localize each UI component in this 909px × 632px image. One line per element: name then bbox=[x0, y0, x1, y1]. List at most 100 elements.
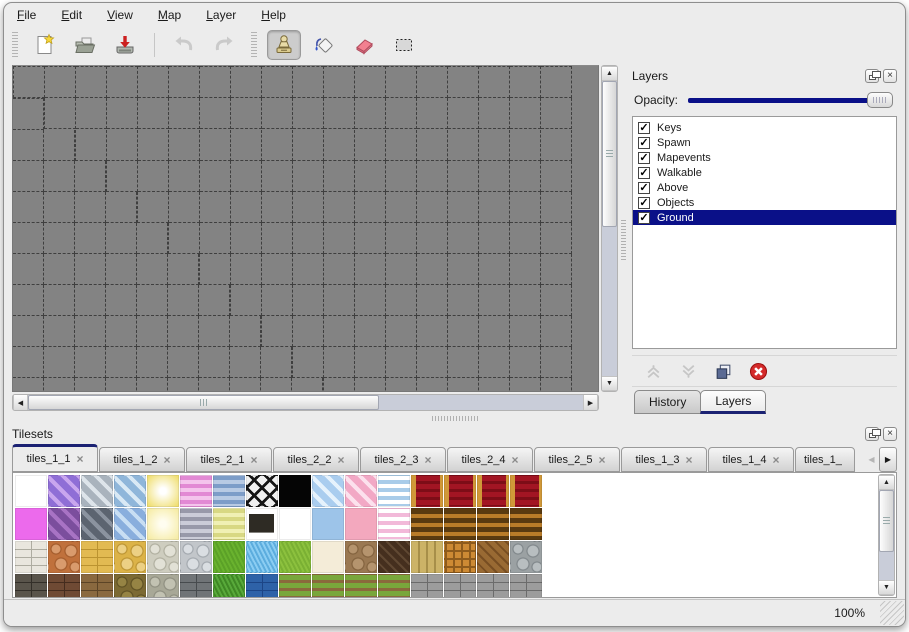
tile-pink-glass[interactable] bbox=[345, 475, 377, 507]
scroll-track[interactable] bbox=[379, 395, 583, 410]
scroll-down-button[interactable]: ▼ bbox=[879, 580, 894, 595]
tile-magenta[interactable] bbox=[15, 508, 47, 540]
tile-black[interactable] bbox=[279, 475, 311, 507]
redo-button[interactable] bbox=[207, 30, 241, 60]
close-tab-icon[interactable]: × bbox=[685, 452, 693, 467]
tile-purple-glass[interactable] bbox=[48, 475, 80, 507]
tileset-tab-tiles_1_3[interactable]: tiles_1_3 × bbox=[621, 447, 707, 472]
tile-blank-white[interactable] bbox=[279, 508, 311, 540]
tile-blue-ribbon[interactable] bbox=[378, 475, 410, 507]
layer-visibility-checkbox[interactable]: ✓ bbox=[638, 211, 650, 224]
tile-gray-brick-wall[interactable] bbox=[411, 574, 443, 597]
tile-blue-water[interactable] bbox=[246, 541, 278, 573]
tab-layers[interactable]: Layers bbox=[700, 390, 767, 414]
scroll-up-button[interactable]: ▲ bbox=[602, 66, 617, 81]
close-tab-icon[interactable]: × bbox=[76, 452, 84, 466]
tile-light-blue-glass[interactable] bbox=[312, 475, 344, 507]
scroll-thumb[interactable] bbox=[602, 81, 617, 228]
close-tab-icon[interactable]: × bbox=[163, 452, 171, 467]
resize-grip[interactable] bbox=[880, 601, 904, 625]
tile-brown-carpet[interactable] bbox=[477, 508, 509, 540]
stamp-tool-button[interactable] bbox=[267, 30, 301, 60]
layer-visibility-checkbox[interactable]: ✓ bbox=[638, 166, 650, 179]
scroll-track[interactable] bbox=[602, 227, 617, 376]
tile-orange-cobblestone[interactable] bbox=[48, 541, 80, 573]
menu-file[interactable]: File bbox=[17, 8, 37, 22]
scroll-down-button[interactable]: ▼ bbox=[602, 376, 617, 391]
slider-track[interactable] bbox=[688, 97, 893, 103]
tab-history[interactable]: History bbox=[634, 390, 702, 414]
scroll-up-button[interactable]: ▲ bbox=[879, 475, 894, 490]
tile-pink-stripes[interactable] bbox=[180, 475, 212, 507]
tileset-tab-tiles_2_5[interactable]: tiles_2_5 × bbox=[534, 447, 620, 472]
layer-row-objects[interactable]: ✓ Objects bbox=[633, 195, 896, 210]
eraser-tool-button[interactable] bbox=[347, 30, 381, 60]
open-map-button[interactable] bbox=[68, 30, 102, 60]
horizontal-splitter[interactable] bbox=[4, 414, 905, 423]
tile-tan-brick-wall[interactable] bbox=[81, 574, 113, 597]
tileset-tab-tiles_2_4[interactable]: tiles_2_4 × bbox=[447, 447, 533, 472]
close-tab-icon[interactable]: × bbox=[598, 452, 606, 467]
fill-tool-button[interactable] bbox=[307, 30, 341, 60]
tile-hedge[interactable] bbox=[213, 574, 245, 597]
tile-brown-carpet[interactable] bbox=[411, 508, 443, 540]
tile-gray-brick-wall[interactable] bbox=[510, 574, 542, 597]
tile-gray-brick-wall[interactable] bbox=[444, 574, 476, 597]
tile-gray-stone-brick[interactable] bbox=[180, 574, 212, 597]
delete-layer-button[interactable] bbox=[749, 362, 768, 381]
tile-cream-floor[interactable] bbox=[312, 541, 344, 573]
tile-blank-white[interactable] bbox=[15, 475, 47, 507]
tile-water-shimmer[interactable] bbox=[114, 508, 146, 540]
tile-light-blue[interactable] bbox=[312, 508, 344, 540]
tileset-tab-tiles_1[interactable]: tiles_1_ bbox=[795, 447, 855, 472]
new-map-button[interactable] bbox=[28, 30, 62, 60]
tileset-tab-tiles_1_1[interactable]: tiles_1_1 × bbox=[12, 444, 98, 472]
undo-button[interactable] bbox=[167, 30, 201, 60]
tile-white-stone-floor[interactable] bbox=[15, 541, 47, 573]
close-tab-icon[interactable]: × bbox=[337, 452, 345, 467]
menu-layer[interactable]: Layer bbox=[206, 8, 237, 22]
tile-gray-stone-floor[interactable] bbox=[180, 541, 212, 573]
tile-gray-glass[interactable] bbox=[81, 475, 113, 507]
menu-map[interactable]: Map bbox=[157, 8, 182, 22]
close-tab-icon[interactable]: × bbox=[250, 452, 258, 467]
layer-row-spawn[interactable]: ✓ Spawn bbox=[633, 135, 896, 150]
tile-gold-stone-wall[interactable] bbox=[114, 574, 146, 597]
layer-visibility-checkbox[interactable]: ✓ bbox=[638, 181, 650, 194]
tile-wicker-weave[interactable] bbox=[444, 541, 476, 573]
opacity-slider[interactable] bbox=[688, 91, 895, 108]
tileset-tab-tiles_2_3[interactable]: tiles_2_3 × bbox=[360, 447, 446, 472]
tileset-tab-tiles_2_2[interactable]: tiles_2_2 × bbox=[273, 447, 359, 472]
tile-herringbone-wood[interactable] bbox=[477, 541, 509, 573]
tile-wood-planks[interactable] bbox=[411, 541, 443, 573]
tileset-tab-tiles_1_2[interactable]: tiles_1_2 × bbox=[99, 447, 185, 472]
tile-tilled-grass[interactable] bbox=[312, 574, 344, 597]
tile-red-carpet[interactable] bbox=[510, 475, 542, 507]
menu-help[interactable]: Help bbox=[261, 8, 286, 22]
scroll-track[interactable] bbox=[879, 552, 894, 580]
tile-light-pink[interactable] bbox=[345, 508, 377, 540]
layer-row-keys[interactable]: ✓ Keys bbox=[633, 120, 896, 135]
menu-view[interactable]: View bbox=[107, 8, 133, 22]
menu-edit[interactable]: Edit bbox=[61, 8, 83, 22]
slider-handle[interactable] bbox=[867, 91, 893, 108]
tile-dark-brick-wall[interactable] bbox=[15, 574, 47, 597]
tile-stacked-logs[interactable] bbox=[510, 541, 542, 573]
tile-water-glass[interactable] bbox=[114, 475, 146, 507]
palette-vertical-scrollbar[interactable]: ▲ ▼ bbox=[878, 474, 895, 596]
close-tab-icon[interactable]: × bbox=[511, 452, 519, 467]
scroll-left-button[interactable]: ◀ bbox=[13, 395, 28, 410]
canvas-vertical-scrollbar[interactable]: ▲ ▼ bbox=[601, 65, 618, 392]
scroll-right-button[interactable]: ▶ bbox=[583, 395, 598, 410]
close-tab-icon[interactable]: × bbox=[772, 452, 780, 467]
layer-row-walkable[interactable]: ✓ Walkable bbox=[633, 165, 896, 180]
scroll-tabs-left-button[interactable]: ◀ bbox=[868, 455, 875, 464]
tile-yellow-tile-floor[interactable] bbox=[81, 541, 113, 573]
close-panel-button[interactable]: × bbox=[883, 426, 897, 441]
close-tab-icon[interactable]: × bbox=[424, 452, 432, 467]
tile-dirt-gravel[interactable] bbox=[345, 541, 377, 573]
tile-black-lattice[interactable] bbox=[246, 475, 278, 507]
tile-yellow-stone-floor[interactable] bbox=[114, 541, 146, 573]
float-panel-button[interactable] bbox=[865, 68, 881, 83]
tileset-tab-tiles_1_4[interactable]: tiles_1_4 × bbox=[708, 447, 794, 472]
